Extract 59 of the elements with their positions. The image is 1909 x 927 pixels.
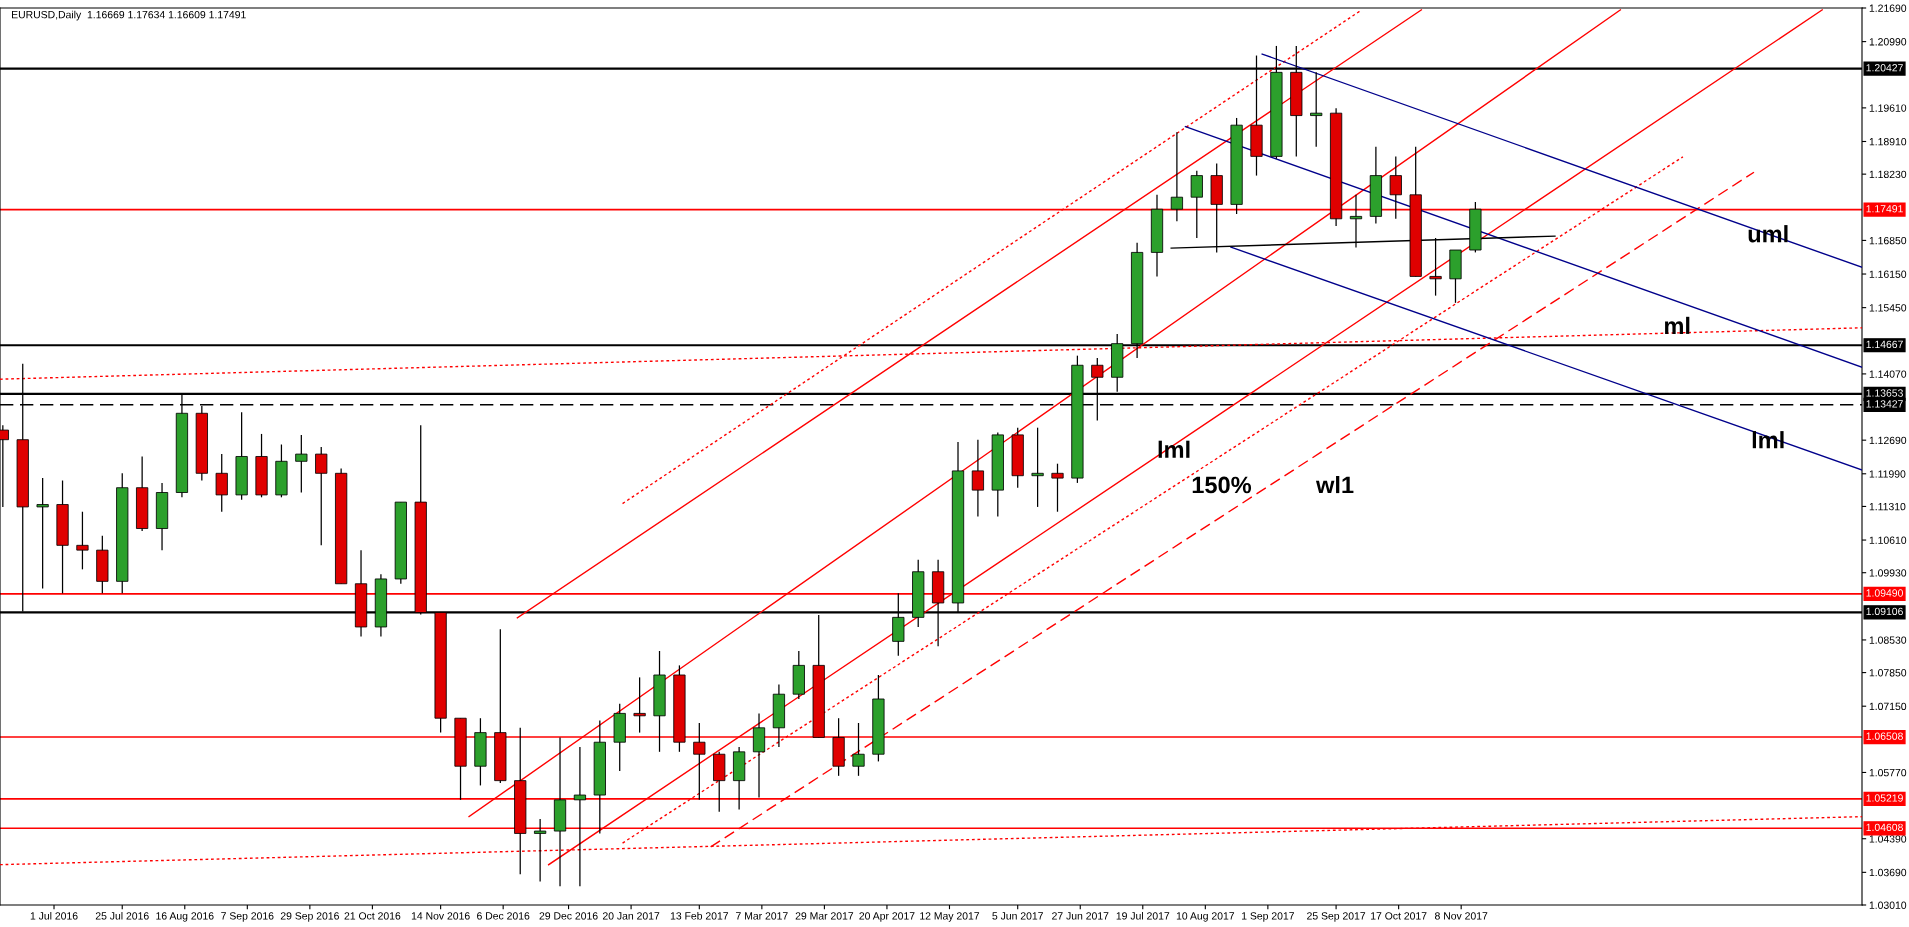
- x-tick-label: 17 Oct 2017: [1371, 912, 1427, 920]
- x-tick-label: 20 Jan 2017: [602, 912, 660, 920]
- y-tick-label: 1.12690: [1869, 436, 1907, 445]
- x-tick-label: 5 Jun 2017: [992, 912, 1043, 920]
- annotation: lml: [1752, 431, 1784, 449]
- y-tick-label: 1.16150: [1869, 270, 1907, 278]
- ref-line-label: 1.06508: [1866, 732, 1903, 740]
- x-tick-label: 14 Nov 2016: [411, 912, 470, 920]
- ref-line-label: 1.05219: [1866, 794, 1903, 802]
- x-tick-label: 16 Aug 2016: [156, 912, 214, 922]
- ref-line-label: 1.17491: [1866, 205, 1903, 213]
- x-tick-label: 10 Aug 2017: [1176, 912, 1235, 922]
- chart-title: EURUSD,Daily 1.16669 1.17634 1.16609 1.17491: [12, 10, 246, 21]
- y-tick-label: 1.14070: [1869, 370, 1907, 378]
- x-tick-label: 6 Dec 2016: [477, 912, 530, 920]
- y-tick-label: 1.16850: [1869, 236, 1907, 245]
- ref-line-label: 1.09106: [1866, 607, 1903, 616]
- y-tick-label: 1.05770: [1869, 768, 1907, 777]
- y-tick-label: 1.11310: [1869, 502, 1906, 511]
- y-tick-label: 1.07850: [1869, 669, 1907, 677]
- y-tick-label: 1.11990: [1869, 470, 1906, 478]
- ref-line-label: 1.14667: [1866, 340, 1903, 349]
- ref-line-label: 1.04608: [1866, 823, 1903, 832]
- x-tick-label: 7 Mar 2017: [736, 912, 788, 920]
- y-tick-label: 1.10610: [1869, 536, 1907, 544]
- y-tick-label: 1.18910: [1869, 137, 1907, 146]
- x-tick-label: 29 Sep 2016: [280, 912, 339, 922]
- annotation: 150%: [1192, 476, 1252, 494]
- y-tick-label: 1.03010: [1869, 901, 1907, 909]
- y-tick-label: 1.21690: [1869, 4, 1907, 12]
- y-tick-label: 1.20990: [1869, 38, 1907, 46]
- y-tick-label: 1.08530: [1869, 636, 1907, 644]
- x-tick-label: 1 Jul 2016: [30, 911, 78, 920]
- annotation: ml: [1665, 316, 1690, 334]
- y-tick-label: 1.18230: [1869, 170, 1907, 179]
- x-tick-label: 20 Apr 2017: [859, 912, 915, 922]
- x-tick-label: 27 Jun 2017: [1052, 912, 1109, 920]
- y-tick-label: 1.07150: [1869, 702, 1907, 711]
- x-tick-label: 25 Jul 2016: [95, 911, 149, 920]
- y-tick-label: 1.04390: [1869, 835, 1907, 843]
- y-tick-label: 1.19610: [1869, 104, 1907, 112]
- x-tick-label: 29 Dec 2016: [539, 912, 598, 920]
- x-tick-label: 1 Sep 2017: [1242, 912, 1294, 922]
- ref-line-label: 1.13653: [1866, 389, 1903, 397]
- ref-line-label: 1.13427: [1866, 400, 1903, 408]
- x-tick-label: 12 May 2017: [920, 912, 980, 922]
- ref-line-label: 1.09490: [1866, 589, 1903, 597]
- x-tick-label: 7 Sep 2016: [221, 912, 274, 922]
- y-tick-label: 1.15450: [1869, 304, 1907, 312]
- annotation: wl1: [1315, 475, 1354, 494]
- ref-line-label: 1.20427: [1866, 64, 1903, 72]
- x-tick-label: 29 Mar 2017: [795, 912, 854, 920]
- x-tick-label: 21 Oct 2016: [344, 912, 401, 920]
- x-tick-label: 13 Feb 2017: [670, 911, 729, 920]
- y-tick-label: 1.09930: [1869, 569, 1907, 577]
- x-tick-label: 8 Nov 2017: [1434, 912, 1488, 920]
- x-tick-label: 25 Sep 2017: [1307, 912, 1366, 922]
- x-tick-label: 19 Jul 2017: [1116, 911, 1170, 920]
- y-tick-label: 1.03690: [1869, 868, 1907, 877]
